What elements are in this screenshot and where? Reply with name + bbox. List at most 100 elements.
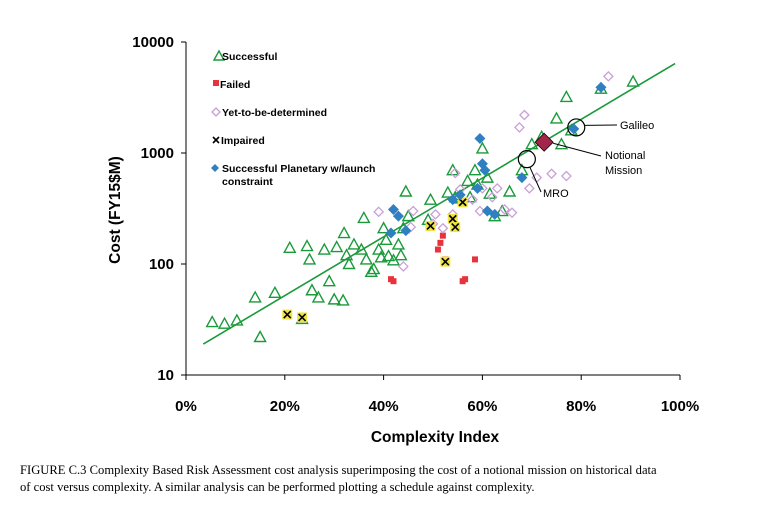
- point-successful: [379, 232, 393, 246]
- point-successful: [554, 137, 569, 150]
- point-impaired: [450, 222, 461, 233]
- point-yet-to-be-determined: [486, 191, 498, 203]
- point-successful: [337, 226, 351, 239]
- point-successful: [339, 248, 354, 261]
- point-yet-to-be-determined: [518, 109, 530, 121]
- point-yet-to-be-determined: [523, 182, 535, 194]
- point-impaired: [282, 309, 293, 320]
- mro-label: MRO: [543, 188, 569, 200]
- point-successful: [205, 315, 219, 328]
- point-yet-to-be-determined: [407, 205, 419, 217]
- x-tick-label: 40%: [369, 398, 399, 415]
- x-tick-label: 100%: [661, 398, 699, 415]
- point-successful: [480, 170, 495, 183]
- point-successful: [248, 290, 262, 303]
- point-yet-to-be-determined: [405, 221, 417, 233]
- point-failed: [434, 246, 441, 253]
- point-successful: [391, 237, 406, 250]
- point-successful-planetary-w-launch-constraint: [392, 210, 404, 222]
- legend-marker-tbd: [211, 107, 221, 117]
- point-successful: [357, 210, 371, 224]
- point-successful: [374, 250, 388, 263]
- notional-label-1: Notional: [605, 150, 645, 162]
- point-successful: [253, 330, 267, 343]
- point-successful: [322, 274, 336, 287]
- point-successful: [460, 173, 475, 187]
- scatter-chart: 10 100 1000 10000 0% 20% 40% 60% 80% 100% Complex…: [107, 34, 699, 446]
- point-yet-to-be-determined: [546, 168, 557, 180]
- point-successful-planetary-w-launch-constraint: [385, 227, 397, 239]
- galileo-circle: [567, 118, 586, 137]
- point-successful: [371, 242, 386, 255]
- point-successful-planetary-w-launch-constraint: [400, 225, 412, 237]
- point-successful-planetary-w-launch-constraint: [474, 133, 486, 145]
- point-impaired: [425, 220, 436, 231]
- point-yet-to-be-determined: [437, 222, 449, 234]
- x-tick-label: 80%: [566, 398, 596, 415]
- point-successful: [268, 285, 282, 299]
- point-yet-to-be-determined: [467, 194, 478, 206]
- notional-leader: [553, 142, 602, 157]
- point-yet-to-be-determined: [602, 70, 614, 82]
- point-failed: [439, 232, 446, 239]
- legend: Successful Failed Yet-to-be-determined I…: [211, 49, 375, 188]
- point-successful: [559, 89, 574, 103]
- legend-marker-impaired: [212, 136, 220, 144]
- x-axis-title: Complexity Index: [371, 429, 500, 446]
- point-successful: [327, 292, 341, 305]
- x-tick-label: 60%: [467, 398, 497, 415]
- point-successful: [283, 240, 297, 253]
- point-successful: [475, 141, 490, 154]
- point-yet-to-be-determined: [506, 207, 518, 219]
- legend-label-tbd: Yet-to-be-determined: [222, 107, 327, 119]
- point-successful: [525, 137, 539, 150]
- figure-caption: FIGURE C.3 Complexity Based Risk Assessm…: [20, 462, 765, 496]
- point-successful: [549, 111, 564, 124]
- point-successful: [359, 252, 373, 265]
- point-yet-to-be-determined: [373, 206, 385, 218]
- point-successful: [495, 204, 509, 217]
- point-successful: [354, 242, 369, 255]
- point-successful: [367, 262, 381, 275]
- point-successful: [329, 240, 344, 253]
- y-tick-label: 100: [149, 256, 174, 273]
- point-successful: [302, 252, 317, 265]
- point-yet-to-be-determined: [397, 261, 409, 272]
- point-successful: [217, 316, 232, 329]
- point-yet-to-be-determined: [491, 182, 503, 194]
- data-points-layer: [205, 70, 640, 343]
- point-failed: [462, 276, 469, 283]
- y-tick-label: 10000: [132, 34, 174, 51]
- point-successful: [364, 264, 378, 278]
- point-yet-to-be-determined: [499, 204, 511, 215]
- axes-frame: [185, 42, 680, 376]
- notional-label-2: Mission: [605, 165, 642, 177]
- point-successful-planetary-w-launch-constraint: [568, 123, 580, 135]
- legend-label-planetary-2: constraint: [222, 176, 273, 188]
- point-successful: [381, 249, 396, 262]
- point-yet-to-be-determined: [430, 208, 441, 220]
- point-yet-to-be-determined: [514, 122, 525, 133]
- point-successful: [311, 290, 326, 303]
- point-yet-to-be-determined: [474, 205, 486, 217]
- point-yet-to-be-determined: [560, 170, 572, 182]
- point-impaired: [297, 312, 308, 323]
- point-successful: [626, 74, 640, 87]
- point-successful: [342, 257, 356, 270]
- point-successful: [399, 184, 413, 197]
- point-successful-planetary-w-launch-constraint: [489, 208, 501, 220]
- point-successful: [441, 185, 455, 198]
- point-successful-planetary-w-launch-constraint: [447, 194, 459, 206]
- point-successful: [401, 209, 415, 222]
- y-axis-title: Cost (FY15$M): [107, 156, 124, 264]
- point-successful: [423, 192, 438, 205]
- point-successful-planetary-w-launch-constraint: [595, 81, 607, 93]
- point-successful: [336, 293, 350, 306]
- point-successful-planetary-w-launch-constraint: [471, 182, 483, 194]
- trendline-layer: [202, 62, 676, 345]
- point-successful: [394, 248, 408, 261]
- trendline: [202, 62, 676, 345]
- point-failed: [437, 239, 444, 246]
- mro-circle: [517, 150, 536, 169]
- point-yet-to-be-determined: [449, 167, 461, 179]
